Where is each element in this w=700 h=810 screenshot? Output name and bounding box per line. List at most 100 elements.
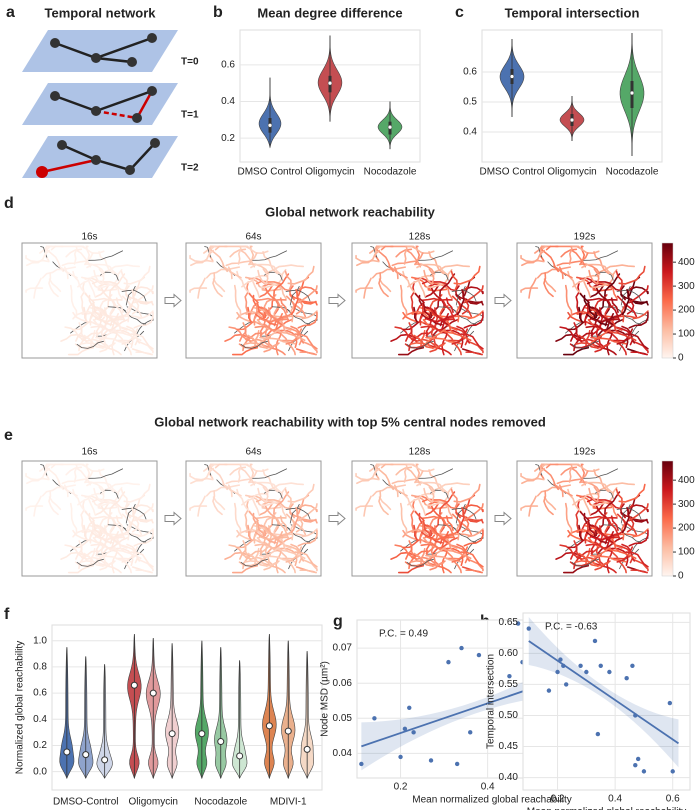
mito-strand	[445, 515, 454, 532]
mito-strand	[406, 558, 434, 567]
mito-strand	[285, 507, 311, 520]
mito-strand	[440, 329, 464, 349]
mito-strand	[279, 319, 306, 342]
mito-strand	[453, 265, 481, 285]
mito-strand	[423, 269, 433, 285]
plane	[22, 30, 178, 72]
mito-strand	[583, 499, 591, 516]
point	[359, 761, 364, 767]
colorbar-tick-label: 0	[678, 571, 684, 582]
mito-strand	[189, 472, 214, 481]
mito-strand	[628, 503, 649, 522]
mito-strand	[205, 484, 241, 497]
mito-strand	[134, 286, 154, 295]
mito-strand	[264, 319, 275, 349]
mito-strand	[25, 254, 50, 263]
frame-label: 16s	[81, 447, 97, 458]
mito-strand	[289, 503, 300, 524]
mito-strand	[190, 249, 215, 267]
mito-strand	[545, 463, 559, 469]
violin-median	[168, 730, 176, 738]
colorbar-tick-label: 400	[678, 475, 695, 486]
mito-strand	[579, 292, 597, 322]
mito-strand	[33, 495, 42, 517]
mito-strand	[380, 463, 394, 469]
colorbar-tick-label: 300	[678, 281, 695, 292]
mito-strand	[227, 484, 242, 497]
mito-strand	[76, 340, 104, 349]
point	[641, 769, 647, 774]
mito-strand	[612, 551, 627, 574]
mito-strand	[418, 499, 426, 516]
mito-strand	[575, 499, 581, 531]
x-tick-label: 0.2	[551, 794, 565, 805]
mito-strand	[90, 543, 115, 550]
panel-letter: b	[213, 4, 223, 21]
mito-strand	[101, 281, 123, 300]
violin-median	[387, 124, 393, 130]
mito-strand	[126, 506, 135, 534]
mito-strand	[578, 524, 584, 542]
mito-strand	[237, 463, 242, 483]
mito-strand	[67, 346, 95, 356]
mito-strand	[615, 488, 623, 510]
mito-strand	[255, 498, 281, 503]
mito-strand	[247, 552, 279, 567]
mito-strand	[250, 263, 283, 276]
mito-strand	[93, 269, 103, 285]
mito-strand	[424, 535, 450, 541]
mito-strand	[378, 496, 392, 511]
mito-strand	[123, 265, 151, 285]
mito-strand	[133, 285, 154, 304]
frame-label: 64s	[245, 447, 261, 458]
mito-strand	[241, 274, 269, 288]
mito-strand	[33, 277, 42, 299]
mito-strand	[297, 503, 318, 522]
mito-strand	[568, 245, 573, 265]
mito-strand	[630, 569, 648, 574]
mito-strand	[258, 317, 284, 323]
mito-strand	[520, 254, 545, 263]
mito-strand	[279, 537, 306, 560]
mito-strand	[413, 524, 419, 542]
point	[607, 669, 612, 675]
mito-strand	[95, 546, 116, 562]
mito-strand	[628, 518, 649, 524]
microscopy-frame	[21, 460, 158, 577]
mito-strand	[560, 466, 578, 476]
mito-strand	[134, 504, 154, 513]
mito-strand	[610, 319, 637, 342]
mito-strand	[243, 560, 268, 568]
microscopy-frame	[21, 242, 158, 359]
mito-strand	[594, 525, 621, 539]
mito-strand	[297, 285, 318, 304]
mito-strand	[455, 511, 483, 523]
mito-strand	[50, 463, 64, 469]
mito-strand	[289, 511, 317, 523]
mito-strand	[539, 463, 548, 474]
microscopy-frame	[351, 460, 488, 577]
mito-strand	[445, 319, 472, 342]
mito-strand	[227, 266, 242, 279]
mito-strand	[135, 351, 153, 356]
mito-strand	[197, 495, 206, 517]
frame-label: 128s	[409, 232, 431, 243]
mito-strand	[465, 569, 483, 574]
mito-strand	[569, 554, 602, 567]
mito-strand	[64, 544, 84, 559]
microscopy-frame	[516, 460, 653, 577]
mito-strand	[88, 250, 123, 261]
mito-strand	[571, 558, 599, 567]
mito-strand	[592, 288, 613, 292]
nodes	[57, 138, 160, 175]
edges	[61, 142, 156, 172]
mito-strand	[275, 530, 283, 548]
mito-strand	[397, 346, 425, 356]
mito-strand	[414, 510, 432, 540]
microscopy-frame	[185, 242, 322, 359]
mito-strand	[287, 483, 315, 503]
point	[454, 761, 460, 767]
y-tick-label: 0.5	[463, 97, 477, 108]
colorbar-tick-label: 100	[678, 329, 695, 340]
